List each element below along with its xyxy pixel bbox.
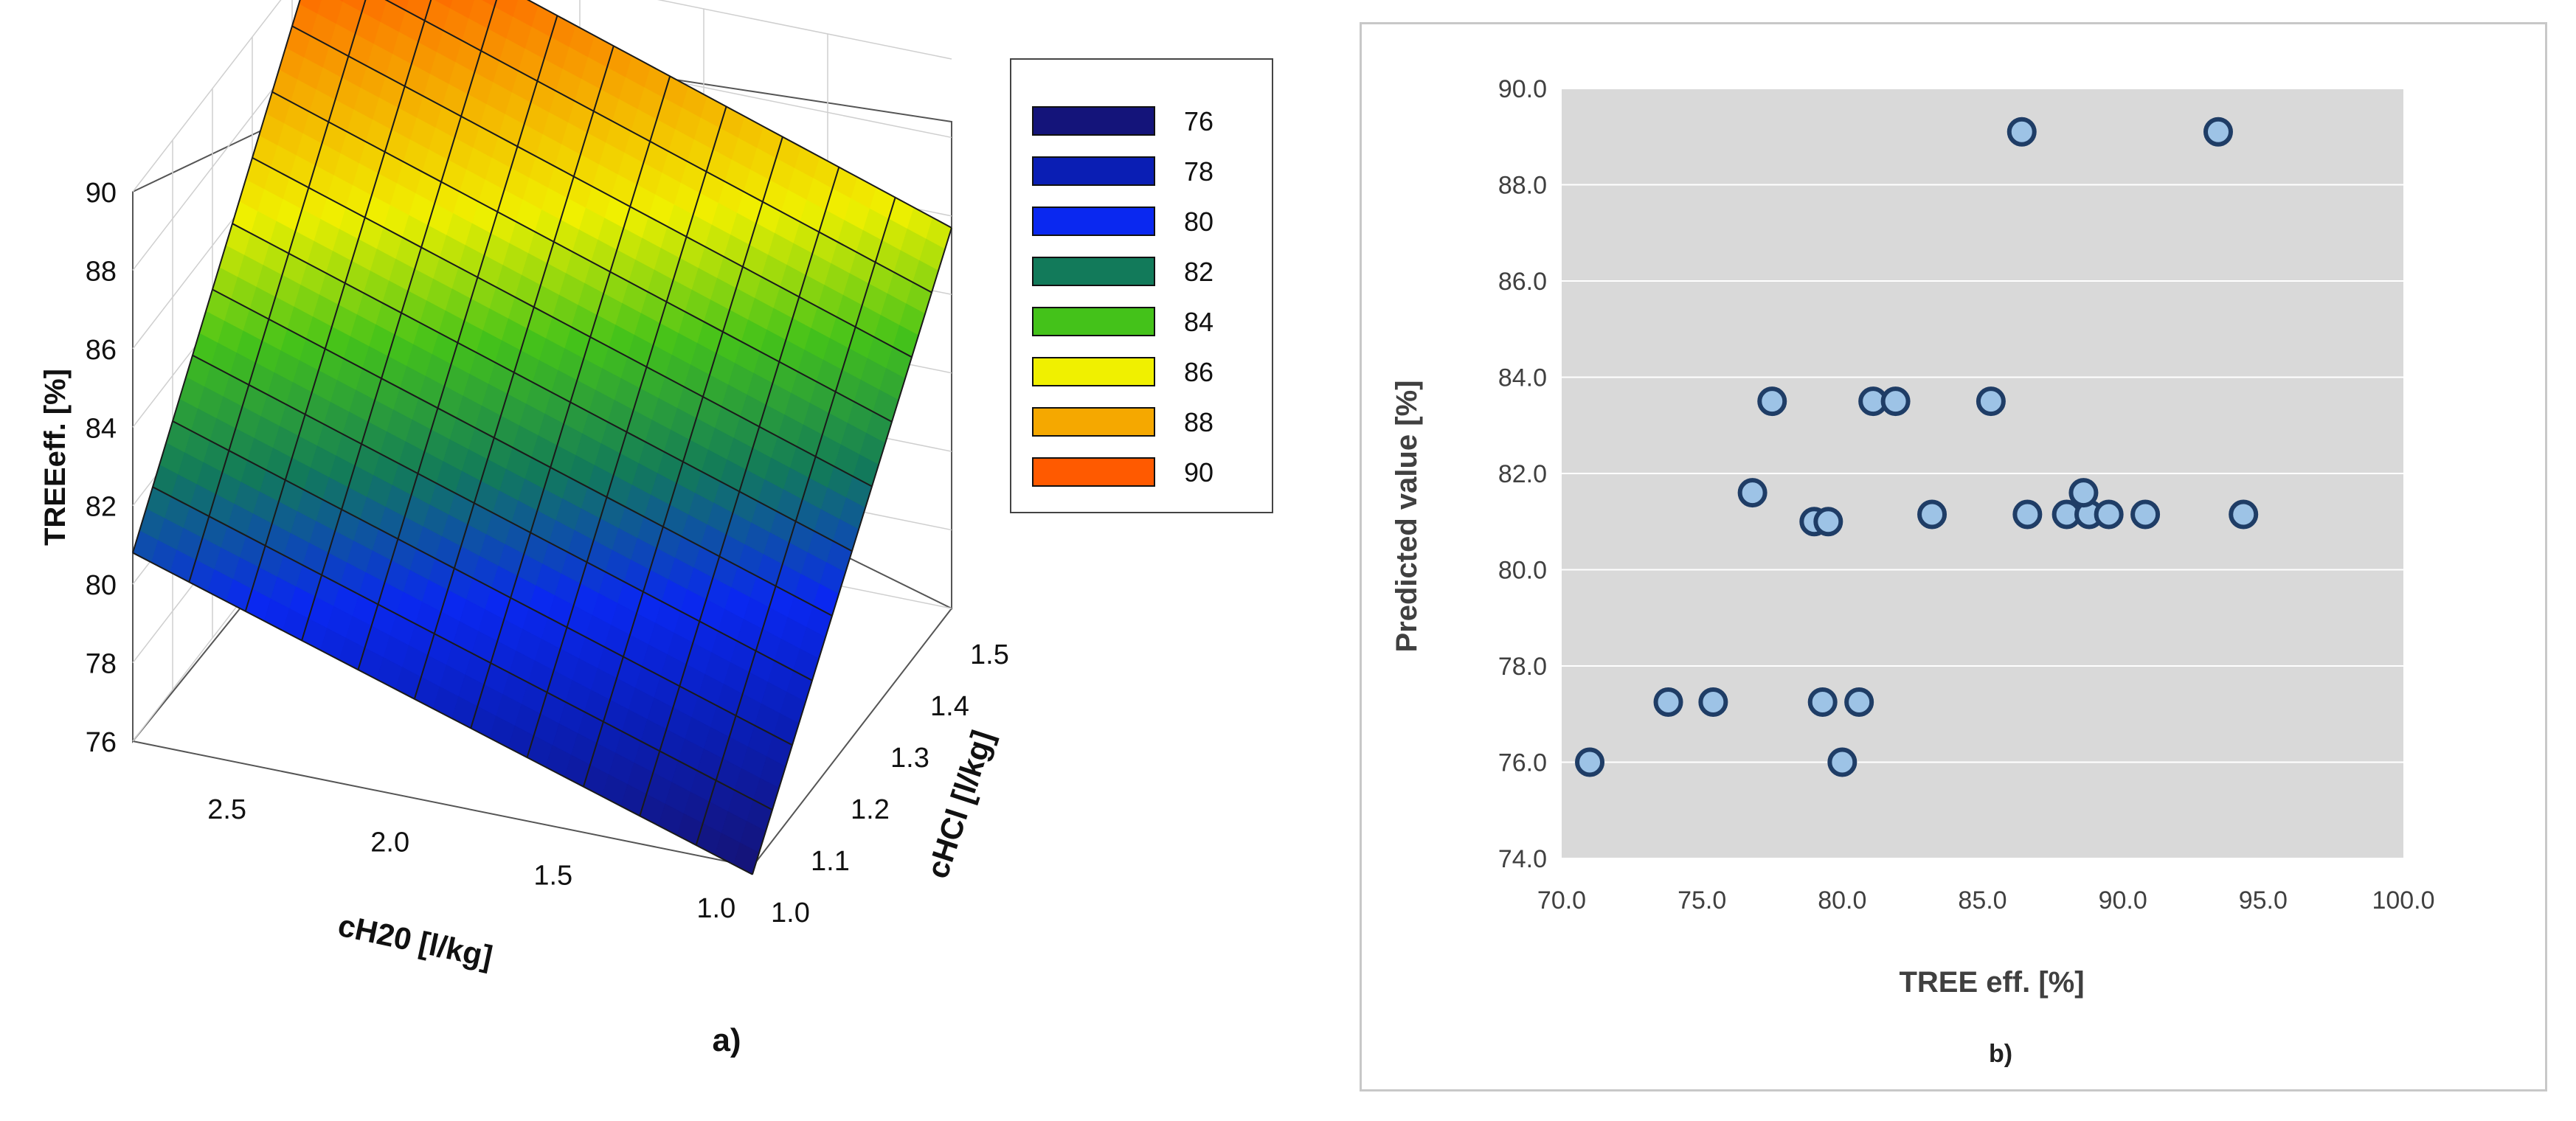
y-tick-label: 1.0 xyxy=(771,898,810,929)
legend-label: 90 xyxy=(1184,457,1213,487)
y-tick-label: 1.3 xyxy=(890,743,929,774)
legend-swatch xyxy=(1032,106,1155,136)
mesh-line-y xyxy=(384,0,932,294)
mesh-line-y xyxy=(252,157,873,487)
legend-label: 82 xyxy=(1184,257,1213,287)
z-tick-label: 90 xyxy=(86,178,117,209)
legend-swatch xyxy=(1032,357,1155,386)
z-axis-label: TREEeff. [%] xyxy=(39,369,72,546)
legend-swatch xyxy=(1032,407,1155,437)
x-tick-label: 2.5 xyxy=(207,794,246,825)
y-tick-labels: 1.01.11.21.31.41.5 xyxy=(771,639,1009,929)
z-tick-label: 76 xyxy=(86,727,117,758)
legend-swatch xyxy=(1032,206,1155,236)
legend-label: 88 xyxy=(1184,407,1213,437)
z-tick-label: 80 xyxy=(86,570,117,601)
legend-label: 84 xyxy=(1184,307,1213,337)
z-tick-labels: 76 78 80 82 84 86 88 90 xyxy=(86,178,117,758)
mesh-line-y xyxy=(291,25,913,358)
legend-swatch xyxy=(1032,457,1155,487)
y-tick-label: 1.4 xyxy=(930,691,969,722)
panel-label-a: a) xyxy=(712,1022,741,1058)
legend-label: 80 xyxy=(1184,206,1213,237)
mesh-line-y xyxy=(527,0,952,229)
x-tick-label: 2.0 xyxy=(370,827,409,858)
mesh-line-y xyxy=(172,420,793,746)
legend-swatch xyxy=(1032,307,1155,336)
x-tick-labels: 2.5 2.0 1.5 1.0 xyxy=(207,794,735,924)
mesh-line-y xyxy=(212,288,833,617)
x-tick-label: 1.0 xyxy=(696,893,735,924)
z-tick-label: 82 xyxy=(86,492,117,523)
response-surface xyxy=(132,0,952,875)
y-tick-label: 1.5 xyxy=(970,639,1009,670)
y-tick-label: 1.1 xyxy=(811,846,850,877)
legend-label: 78 xyxy=(1184,156,1213,187)
x-tick-label: 1.5 xyxy=(533,860,572,891)
mesh-line-y xyxy=(132,552,753,875)
panel-b-frame xyxy=(1360,22,2547,1092)
x-axis-label: cH20 [l/kg] xyxy=(335,908,496,974)
mesh-line-y xyxy=(232,223,853,552)
z-gridline xyxy=(132,0,952,192)
z-tick-label: 78 xyxy=(86,649,117,680)
mesh-line-y xyxy=(192,354,813,681)
y-tick-label: 1.2 xyxy=(851,794,890,825)
legend: 76 78 80 82 84 86 88 90 xyxy=(1032,106,1213,487)
legend-swatch xyxy=(1032,257,1155,286)
legend-label: 76 xyxy=(1184,106,1213,136)
legend-label: 86 xyxy=(1184,357,1213,387)
legend-swatch xyxy=(1032,156,1155,186)
mesh-line-y xyxy=(152,486,773,811)
z-tick-label: 86 xyxy=(86,335,117,366)
y-axis-label: cHCl [l/kg] xyxy=(920,726,1000,882)
mesh-line-y xyxy=(271,91,893,423)
z-tick-label: 84 xyxy=(86,413,117,444)
z-tick-label: 88 xyxy=(86,256,117,287)
